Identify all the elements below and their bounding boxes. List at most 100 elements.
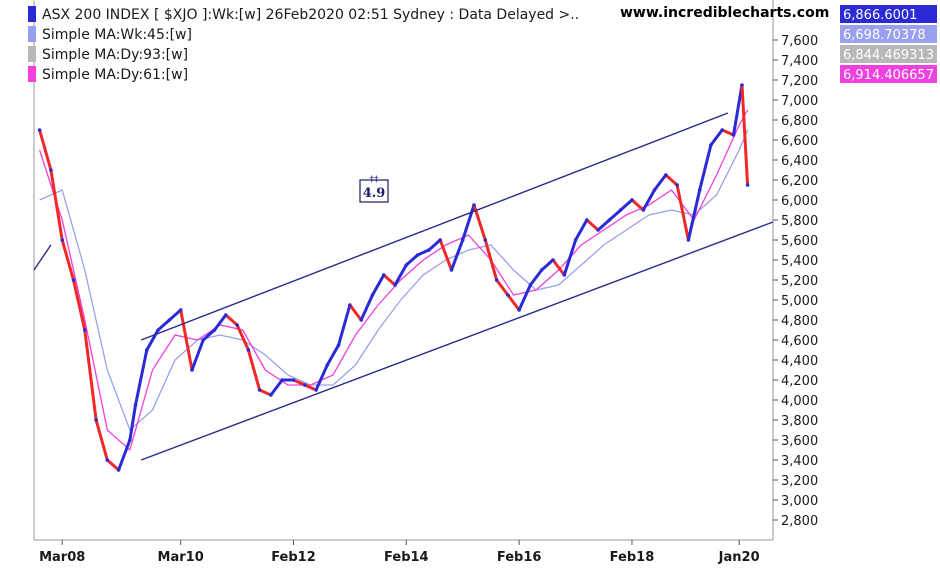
price-point: [697, 188, 702, 192]
price-segment: [246, 348, 262, 392]
price-point: [415, 253, 420, 257]
price-point: [607, 218, 612, 222]
price-segment: [72, 278, 87, 332]
price-point: [201, 338, 205, 342]
price-segment: [371, 273, 386, 297]
y-tick-label: 6,400: [781, 154, 818, 169]
y-tick-label: 5,200: [781, 274, 818, 289]
price-segment: [461, 203, 476, 242]
price-point: [291, 378, 296, 382]
series-line: [39, 129, 749, 432]
price-point: [494, 278, 499, 282]
price-segment: [596, 218, 611, 232]
value-tag-label: 6,866.6001: [843, 8, 917, 23]
price-point: [128, 438, 132, 442]
price-segment: [416, 248, 431, 257]
trendline-early-segment[interactable]: [33, 244, 52, 271]
price-point: [190, 368, 194, 372]
price-point: [460, 238, 465, 242]
price-segment: [483, 238, 499, 282]
y-tick-label: 4,200: [781, 374, 818, 389]
annotation-label: 4.9: [363, 186, 386, 201]
legend-swatch: [28, 46, 36, 62]
price-point: [235, 323, 239, 327]
price-segment: [134, 348, 149, 407]
price-segment: [720, 128, 735, 137]
x-tick-label: Feb12: [271, 550, 316, 565]
price-segment: [450, 238, 465, 272]
price-point: [246, 348, 251, 352]
price-segment: [179, 308, 194, 372]
y-tick-label: 3,800: [781, 414, 818, 429]
price-point: [551, 258, 555, 262]
price-segment: [506, 293, 521, 312]
price-point: [618, 208, 623, 212]
price-segment: [585, 218, 600, 232]
price-point: [348, 303, 352, 307]
x-axis: Mar08 Mar10 Feb12 Feb14 Feb16 Feb18 Jan20: [39, 540, 760, 565]
price-segment: [348, 303, 363, 322]
y-tick-label: 3,400: [781, 454, 818, 469]
price-point: [105, 458, 110, 462]
legend-swatch: [28, 6, 36, 22]
price-segment: [630, 198, 645, 212]
price-segment: [528, 268, 544, 287]
y-tick-label: 5,400: [781, 254, 818, 269]
price-point: [37, 128, 42, 132]
price-segment: [359, 293, 374, 322]
y-tick-label: 6,800: [781, 114, 818, 129]
price-point: [573, 238, 578, 242]
y-tick-label: 5,800: [781, 214, 818, 229]
value-tag-label: 6,698.70378: [843, 28, 926, 43]
price-point: [359, 318, 364, 322]
price-point: [630, 198, 634, 202]
price-segment: [551, 258, 566, 277]
price-point: [224, 313, 228, 317]
trendline-channel-upper[interactable]: [140, 112, 729, 341]
price-point: [133, 403, 138, 407]
price-point: [745, 183, 750, 187]
price-point: [528, 283, 533, 287]
y-tick-label: 7,600: [781, 34, 818, 49]
y-tick-label: 3,200: [781, 474, 818, 489]
price-segment: [213, 313, 228, 332]
annotation-box: [359, 179, 389, 203]
legend-label: ASX 200 INDEX [ $XJO ]:Wk:[w] 26Feb2020 …: [42, 7, 579, 23]
price-segment: [517, 283, 532, 312]
y-tick-label: 3,600: [781, 434, 818, 449]
y-axis: 2,800 3,000 3,200 3,400 3,600 3,800 4,000 4,200…: [773, 34, 818, 529]
price-point: [709, 143, 713, 147]
price-segment: [574, 218, 589, 242]
price-point: [60, 238, 64, 242]
price-point: [517, 308, 521, 312]
price-segment: [732, 83, 744, 137]
y-tick-label: 5,000: [781, 294, 818, 309]
price-segment: [156, 318, 171, 332]
y-tick-label: 7,000: [781, 94, 818, 109]
legend-swatch: [28, 66, 36, 82]
y-tick-label: 3,000: [781, 494, 818, 509]
price-point: [212, 328, 217, 332]
price-segment: [303, 383, 318, 392]
y-tick-label: 7,400: [781, 54, 818, 69]
price-point: [156, 328, 160, 332]
x-tick-label: Mar08: [39, 550, 85, 565]
legend-label: Simple MA:Wk:45:[w]: [42, 27, 192, 43]
price-segment: [404, 253, 420, 267]
price-segment: [201, 328, 216, 342]
price-segment: [540, 258, 555, 272]
price-segment: [438, 238, 453, 272]
price-segment: [258, 388, 273, 397]
price-segment: [60, 238, 75, 282]
price-segment: [38, 128, 53, 172]
price-point: [178, 308, 183, 312]
price-point: [145, 348, 149, 352]
y-tick-label: 7,200: [781, 74, 818, 89]
price-segment: [292, 378, 307, 387]
price-point: [675, 183, 679, 187]
price-point: [83, 328, 87, 332]
trendline-channel-lower[interactable]: [140, 221, 774, 461]
brand-url[interactable]: www.incrediblecharts.com: [620, 5, 829, 21]
x-tick-label: Jan20: [718, 550, 760, 565]
